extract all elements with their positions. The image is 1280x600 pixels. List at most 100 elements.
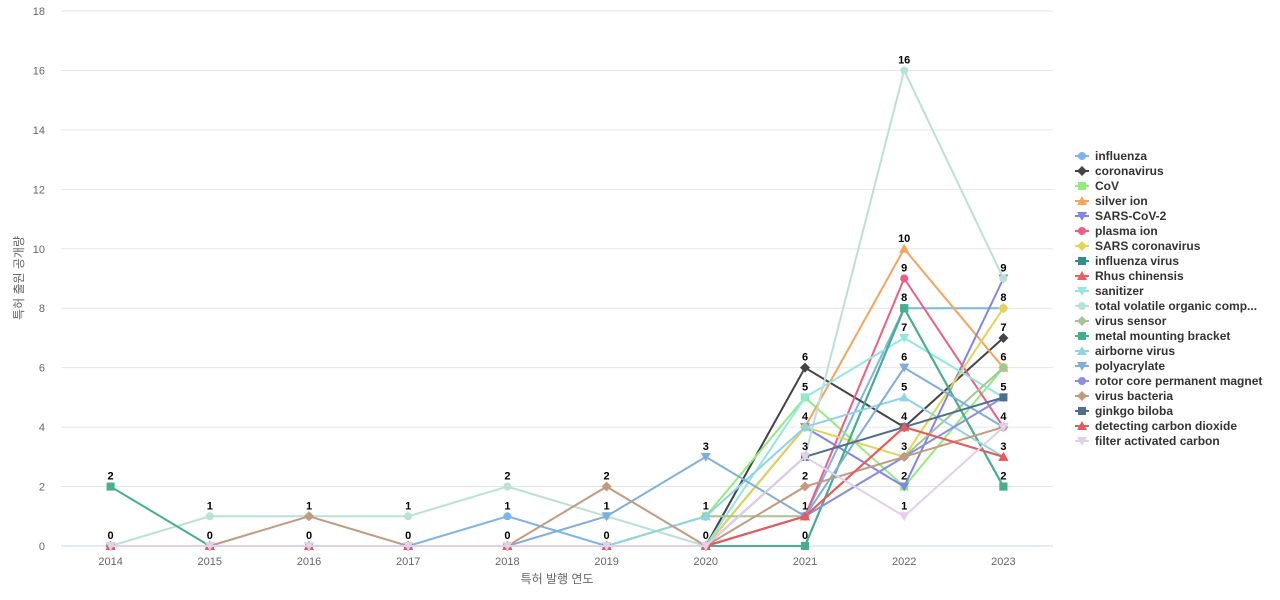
data-label: 5: [1000, 381, 1006, 393]
data-label: 6: [802, 352, 808, 364]
legend-item[interactable]: CoV: [1075, 179, 1119, 193]
series-line[interactable]: [110, 337, 1005, 547]
data-label: 6: [901, 352, 907, 364]
data-label: 0: [703, 530, 709, 542]
legend-item[interactable]: rotor core permanent magnet: [1075, 374, 1262, 388]
x-tick-label: 2023: [991, 556, 1015, 568]
series-plasma-ion[interactable]: [106, 274, 1008, 551]
data-label: 7: [901, 322, 907, 334]
legend-item[interactable]: SARS-CoV-2: [1075, 209, 1167, 223]
series-point: [700, 452, 711, 462]
data-label: 4: [901, 411, 908, 423]
legend-label: virus bacteria: [1095, 389, 1173, 403]
series-point: [800, 452, 810, 462]
data-label: 1: [604, 500, 610, 512]
legend-label: detecting carbon dioxide: [1095, 419, 1237, 433]
series-point: [700, 511, 711, 521]
data-label: 0: [306, 530, 312, 542]
series-line[interactable]: [110, 366, 1004, 547]
series-line[interactable]: [110, 367, 1005, 547]
series-point: [601, 481, 612, 492]
legend-item[interactable]: virus sensor: [1075, 314, 1167, 328]
series-line[interactable]: [110, 69, 1005, 547]
y-tick-label: 6: [39, 363, 45, 375]
legend-item[interactable]: Rhus chinensis: [1075, 269, 1184, 283]
series-point: [106, 482, 115, 491]
legend-item[interactable]: sanitizer: [1075, 284, 1144, 298]
legend-item[interactable]: filter activated carbon: [1075, 434, 1220, 448]
data-label: 1: [405, 500, 411, 512]
series-silver-ion[interactable]: [105, 243, 1009, 550]
data-label: 2: [802, 471, 808, 483]
legend-item[interactable]: plasma ion: [1075, 224, 1158, 238]
series-point: [801, 542, 809, 550]
series-virus-sensor[interactable]: [105, 362, 1009, 551]
legend-label: total volatile organic comp...: [1095, 299, 1257, 313]
legend-item[interactable]: detecting carbon dioxide: [1075, 419, 1237, 433]
legend-label: ginkgo biloba: [1095, 404, 1173, 418]
legend-item[interactable]: coronavirus: [1075, 164, 1164, 178]
legend-marker: [1078, 377, 1086, 385]
legend-item[interactable]: virus bacteria: [1075, 389, 1173, 403]
series-line[interactable]: [110, 366, 1005, 547]
legend-item[interactable]: airborne virus: [1075, 344, 1175, 358]
legend-item[interactable]: silver ion: [1075, 194, 1148, 208]
x-tick-label: 2016: [297, 556, 321, 568]
series-line[interactable]: [110, 336, 1004, 547]
legend-item[interactable]: ginkgo biloba: [1075, 404, 1173, 418]
x-tick-label: 2018: [495, 556, 519, 568]
data-label: 0: [108, 530, 114, 542]
series-point: [999, 393, 1008, 402]
data-label: 2: [901, 471, 907, 483]
y-tick-label: 2: [39, 482, 45, 494]
series-filter-activated-carbon[interactable]: [105, 423, 1009, 551]
series-sanitizer[interactable]: [105, 333, 1009, 551]
data-label: 3: [703, 441, 709, 453]
data-label: 3: [1000, 441, 1006, 453]
series-point: [899, 392, 910, 402]
data-label: 0: [604, 530, 610, 542]
legend-marker: [1077, 362, 1087, 371]
series-point: [800, 422, 810, 432]
data-label: 4: [1000, 411, 1007, 423]
series-point: [800, 393, 810, 403]
data-label: 8: [1000, 292, 1006, 304]
series-point: [800, 511, 810, 521]
series-point: [899, 422, 910, 432]
legend-item[interactable]: SARS coronavirus: [1075, 239, 1201, 253]
legend-marker: [1077, 421, 1087, 430]
x-axis-title: 특허 발행 연도: [521, 571, 594, 586]
legend-marker: [1077, 316, 1087, 326]
data-label: 0: [405, 530, 411, 542]
gridlines: [61, 10, 1053, 547]
series-coronavirus[interactable]: [105, 332, 1009, 551]
y-tick-label: 10: [33, 244, 45, 256]
series-point: [998, 362, 1009, 373]
legend-marker: [1078, 152, 1086, 160]
series-point: [503, 482, 512, 491]
legend-marker: [1078, 407, 1086, 415]
legend-item[interactable]: total volatile organic comp...: [1075, 299, 1257, 313]
series-line[interactable]: [110, 277, 1005, 547]
data-label: 1: [703, 500, 709, 512]
legend-label: virus sensor: [1095, 314, 1167, 328]
legend-label: SARS-CoV-2: [1095, 209, 1167, 223]
series-point: [800, 481, 810, 492]
legend-label: coronavirus: [1095, 164, 1164, 178]
legend-item[interactable]: polyacrylate: [1075, 359, 1165, 373]
y-tick-label: 0: [39, 541, 45, 553]
legend-item[interactable]: metal mounting bracket: [1075, 329, 1230, 343]
x-tick-label: 2017: [396, 556, 420, 568]
y-tick-label: 18: [33, 6, 45, 18]
series-point: [304, 511, 314, 522]
series-line[interactable]: [110, 426, 1005, 547]
y-axis-ticks: 0 2 4 6 8 10 12 14 16 18: [33, 6, 45, 553]
data-label: 2: [108, 471, 114, 483]
legend-item[interactable]: influenza: [1075, 149, 1147, 163]
legend-label: influenza virus: [1095, 254, 1179, 268]
series-point: [700, 542, 711, 551]
legend-item[interactable]: influenza virus: [1075, 254, 1179, 268]
series-line[interactable]: [110, 278, 1005, 547]
data-labels: 2010101021021031065432101610987654321987…: [108, 54, 1008, 542]
